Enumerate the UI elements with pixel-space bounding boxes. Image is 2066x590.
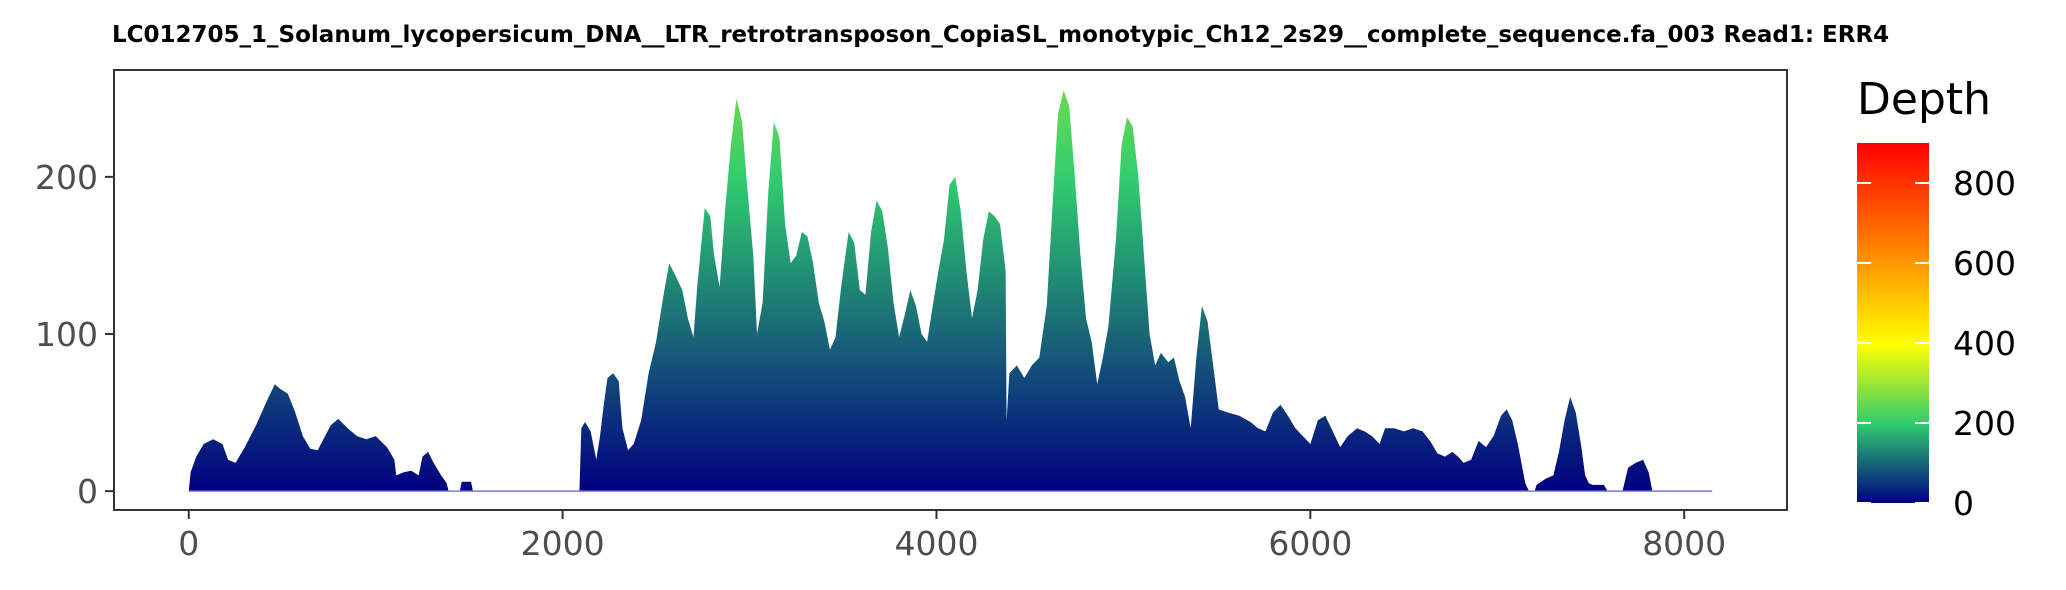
- legend-title: Depth: [1857, 74, 1991, 125]
- depth-legend: Depth 0 200 400 600 800: [1857, 74, 2016, 523]
- chart-title: LC012705_1_Solanum_lycopersicum_DNA__LTR…: [112, 22, 1889, 48]
- legend-tick-label: 800: [1953, 164, 2016, 203]
- y-tick-label: 200: [35, 158, 98, 197]
- x-axis: 0 2000 4000 6000 8000: [178, 510, 1726, 563]
- y-axis: 0 100 200: [35, 158, 114, 511]
- plot-panel: [113, 69, 1788, 511]
- legend-tick-label: 200: [1953, 404, 2016, 443]
- legend-ticks: 0 200 400 600 800: [1857, 164, 2016, 523]
- legend-tick-label: 600: [1953, 244, 2016, 283]
- x-tick-label: 4000: [894, 524, 978, 563]
- legend-tick-label: 0: [1953, 484, 1974, 523]
- coverage-series-0: [188, 90, 1713, 492]
- x-tick-label: 8000: [1642, 524, 1726, 563]
- colorbar: [1857, 143, 1929, 503]
- y-tick-label: 100: [35, 315, 98, 354]
- x-tick-label: 6000: [1268, 524, 1352, 563]
- x-tick-label: 0: [178, 524, 199, 563]
- x-tick-label: 2000: [521, 524, 605, 563]
- legend-tick-label: 400: [1953, 324, 2016, 363]
- coverage-area: [188, 90, 1713, 492]
- y-tick-label: 0: [77, 472, 98, 511]
